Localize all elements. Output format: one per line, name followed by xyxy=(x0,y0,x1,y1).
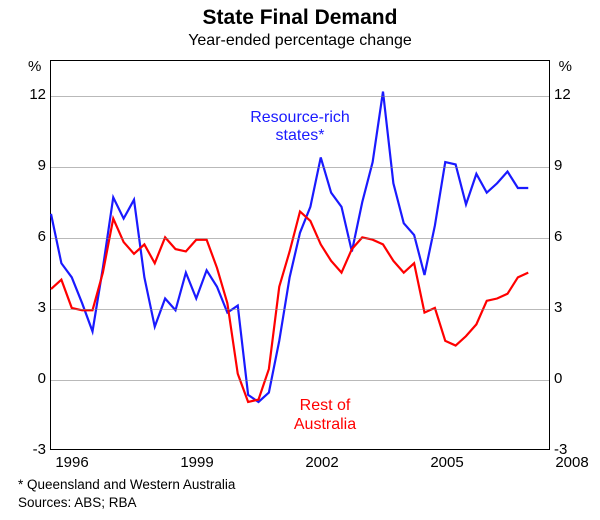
chart-title: State Final Demand xyxy=(0,0,600,30)
xtick: 2008 xyxy=(542,454,600,471)
xtick: 1996 xyxy=(42,454,102,471)
ytick-right: 9 xyxy=(554,157,576,174)
xtick: 2002 xyxy=(292,454,352,471)
ytick-left: 6 xyxy=(24,228,46,245)
gridline xyxy=(51,238,549,239)
y-unit-left: % xyxy=(28,58,41,75)
ytick-right: 3 xyxy=(554,299,576,316)
ytick-left: 12 xyxy=(24,86,46,103)
xtick: 1999 xyxy=(167,454,227,471)
ytick-right: 6 xyxy=(554,228,576,245)
xtick: 2005 xyxy=(417,454,477,471)
chart-container: State Final Demand Year-ended percentage… xyxy=(0,0,600,520)
ytick-right: 12 xyxy=(554,86,576,103)
ytick-left: 9 xyxy=(24,157,46,174)
chart-subtitle: Year-ended percentage change xyxy=(0,32,600,50)
gridline xyxy=(51,96,549,97)
ytick-left: 0 xyxy=(24,370,46,387)
sources: Sources: ABS; RBA xyxy=(18,495,137,510)
gridline xyxy=(51,380,549,381)
footnote: * Queensland and Western Australia xyxy=(18,477,235,492)
ytick-right: 0 xyxy=(554,370,576,387)
ytick-left: 3 xyxy=(24,299,46,316)
series-line-rest-of-australia xyxy=(51,211,528,401)
gridline xyxy=(51,309,549,310)
gridline xyxy=(51,167,549,168)
y-unit-right: % xyxy=(559,58,572,75)
series-label-rest-of-australia: Rest ofAustralia xyxy=(265,397,385,434)
series-label-resource-rich-states: Resource-richstates* xyxy=(240,109,360,146)
